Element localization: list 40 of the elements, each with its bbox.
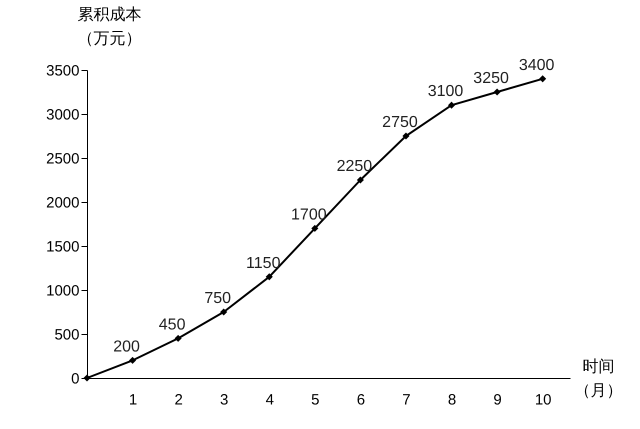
y-tick-label: 2500: [46, 150, 80, 168]
point: [539, 75, 546, 82]
y-tick-label: 1500: [46, 238, 80, 256]
x-tick-label: 6: [356, 392, 366, 408]
data-label: 3400: [518, 56, 555, 74]
y-tick-label: 1000: [46, 282, 80, 300]
data-label: 2250: [336, 158, 372, 175]
data-label: 750: [204, 290, 232, 307]
x-tick-label: 1: [128, 392, 138, 408]
y-tick-label: 3000: [46, 106, 80, 124]
point: [129, 356, 136, 364]
data-label: 2750: [382, 114, 418, 131]
point: [494, 88, 501, 96]
x-axis-title: 时间（月）: [574, 358, 622, 400]
point: [311, 224, 318, 232]
x-tick-label: 2: [174, 392, 183, 408]
data-label: 3100: [428, 83, 464, 100]
data-label: 1150: [246, 254, 281, 272]
x-tick-label: 10: [534, 392, 552, 408]
point: [220, 308, 228, 316]
x-tick-label: 5: [311, 392, 320, 408]
data-label: 450: [158, 316, 186, 334]
point: [174, 334, 182, 342]
data-label: 3250: [473, 70, 509, 87]
data-label: 1700: [291, 206, 327, 224]
y-tick-label: 500: [54, 326, 80, 344]
point: [448, 102, 456, 109]
x-tick-label: 4: [266, 392, 274, 408]
y-tick-label: 0: [71, 370, 80, 388]
x-tick-label: 7: [402, 392, 411, 408]
x-tick-label: 8: [448, 392, 456, 408]
point: [356, 176, 364, 184]
data-label: 200: [113, 338, 140, 356]
point: [266, 273, 273, 280]
x-tick-label: 3: [220, 392, 228, 408]
x-tick-label: 9: [493, 392, 502, 408]
y-tick-label: 3500: [46, 62, 80, 80]
point: [402, 132, 410, 140]
y-axis-title: 累积成本（万元）: [78, 6, 142, 48]
y-tick-label: 2000: [46, 194, 80, 212]
